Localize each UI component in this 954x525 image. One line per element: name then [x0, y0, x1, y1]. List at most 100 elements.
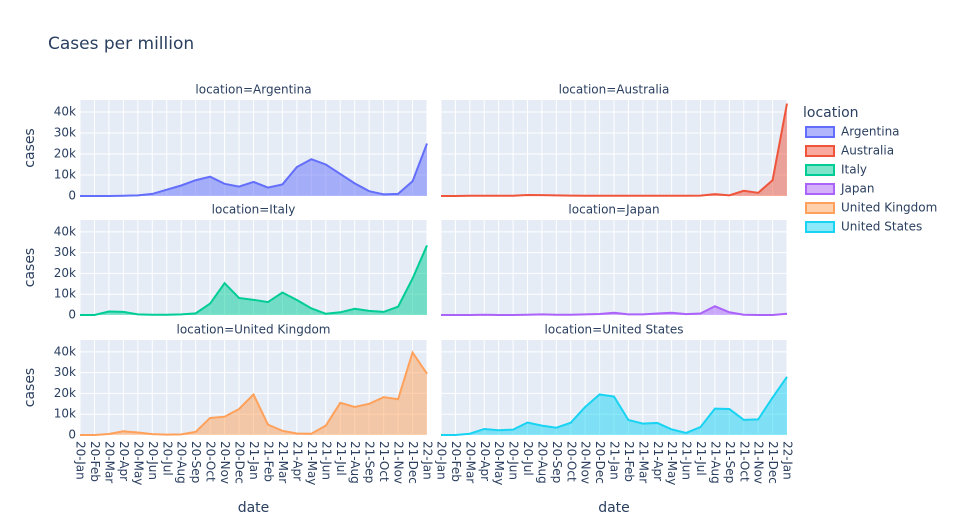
legend-label[interactable]: Italy	[841, 163, 867, 177]
y-tick-label: 10k	[54, 407, 76, 421]
area	[441, 376, 787, 435]
x-tick-label: 20-Sep	[189, 441, 203, 483]
y-tick-label: 0	[68, 428, 76, 442]
y-axis-label: cases	[22, 368, 38, 407]
x-axis-label: date	[238, 500, 270, 516]
x-tick-label: 21-Jul	[334, 441, 348, 476]
y-axis-label: cases	[22, 128, 38, 167]
x-tick-label: 21-Oct	[377, 441, 391, 482]
x-tick-label: 21-Nov	[392, 441, 406, 484]
area-line	[441, 376, 788, 436]
legend-swatch	[805, 202, 835, 214]
legend-label[interactable]: Japan	[840, 182, 874, 196]
x-tick-label: 20-Dec	[233, 441, 247, 484]
x-tick-label: 20-Mar	[102, 441, 116, 483]
x-tick-label: 21-Mar	[636, 441, 650, 483]
x-tick-label: 21-Dec	[406, 441, 420, 484]
facet-title: location=United States	[545, 323, 684, 337]
x-tick-label: 20-Apr	[478, 441, 492, 481]
y-axis-label: cases	[22, 248, 38, 287]
x-axis-label: date	[598, 500, 630, 516]
x-tick-label: 21-Aug	[348, 441, 362, 484]
legend-swatch	[805, 126, 835, 138]
y-tick-label: 30k	[54, 125, 76, 139]
x-tick-label: 20-Mar	[463, 441, 477, 483]
x-tick-label: 20-Sep	[550, 441, 564, 483]
x-tick-label: 21-Jan	[247, 441, 261, 480]
x-tick-label: 20-Oct	[564, 441, 578, 482]
x-tick-label: 20-Jul	[521, 441, 535, 476]
x-tick-label: 21-Jun	[680, 441, 694, 480]
x-tick-label: 21-Jul	[694, 441, 708, 476]
x-tick-label: 22-Jan	[781, 441, 795, 480]
y-tick-label: 40k	[54, 224, 76, 238]
facet-title: location=Japan	[568, 203, 659, 217]
legend-swatch	[805, 183, 835, 195]
x-tick-label: 21-Mar	[276, 441, 290, 483]
x-tick-label: 21-Feb	[622, 441, 636, 482]
x-tick-label: 21-Apr	[290, 441, 304, 481]
x-tick-label: 20-May	[492, 441, 506, 485]
x-tick-label: 21-Apr	[651, 441, 665, 481]
y-tick-label: 10k	[54, 287, 76, 301]
x-tick-label: 20-Jul	[160, 441, 174, 476]
y-tick-label: 30k	[54, 365, 76, 379]
legend-swatch	[805, 221, 835, 233]
legend-label[interactable]: Australia	[841, 144, 894, 158]
facet-title: location=Argentina	[195, 83, 311, 97]
facet-title: location=United Kingdom	[177, 323, 331, 337]
facet-title: location=Australia	[559, 83, 670, 97]
x-tick-label: 21-Aug	[708, 441, 722, 484]
x-tick-label: 21-May	[305, 441, 319, 485]
y-tick-label: 0	[68, 189, 76, 203]
x-tick-label: 20-May	[131, 441, 145, 485]
x-tick-label: 22-Jan	[421, 441, 435, 480]
y-tick-label: 0	[68, 308, 76, 322]
y-tick-label: 20k	[54, 146, 76, 160]
x-tick-label: 21-Nov	[752, 441, 766, 484]
chart-title: Cases per million	[48, 34, 194, 54]
x-tick-label: 20-Jan	[74, 441, 88, 480]
x-tick-label: 21-Jan	[608, 441, 622, 480]
facet-title: location=Italy	[212, 203, 296, 217]
x-tick-label: 20-Oct	[204, 441, 218, 482]
x-tick-label: 21-Dec	[766, 441, 780, 484]
x-tick-label: 20-Aug	[535, 441, 549, 484]
area	[80, 352, 427, 435]
legend-label[interactable]: United States	[841, 220, 922, 234]
y-tick-label: 40k	[54, 344, 76, 358]
y-tick-label: 20k	[54, 386, 76, 400]
x-tick-label: 20-Feb	[88, 441, 102, 482]
x-tick-label: 21-May	[665, 441, 679, 485]
x-tick-label: 20-Jun	[507, 441, 521, 480]
x-tick-label: 21-Oct	[737, 441, 751, 482]
area	[80, 143, 427, 196]
x-tick-label: 20-Jan	[435, 441, 449, 480]
area-line	[80, 143, 428, 197]
x-tick-label: 21-Feb	[261, 441, 275, 482]
x-tick-label: 20-Aug	[175, 441, 189, 484]
x-tick-label: 20-Nov	[218, 441, 232, 484]
x-tick-label: 20-Feb	[449, 441, 463, 482]
legend-swatch	[805, 145, 835, 157]
legend-label[interactable]: United Kingdom	[841, 201, 937, 215]
y-tick-label: 40k	[54, 104, 76, 118]
area-line	[80, 350, 428, 436]
x-tick-label: 20-Apr	[117, 441, 131, 481]
legend-swatch	[805, 164, 835, 176]
area-line	[441, 103, 788, 197]
x-tick-label: 20-Dec	[593, 441, 607, 484]
x-tick-label: 20-Jun	[146, 441, 160, 480]
legend-label[interactable]: Argentina	[841, 125, 900, 139]
y-tick-label: 30k	[54, 245, 76, 259]
y-tick-label: 20k	[54, 266, 76, 280]
x-tick-label: 21-Jun	[319, 441, 333, 480]
x-tick-label: 21-Sep	[363, 441, 377, 483]
area	[80, 245, 427, 315]
x-tick-label: 20-Nov	[579, 441, 593, 484]
area-line	[80, 244, 428, 316]
x-tick-label: 21-Sep	[723, 441, 737, 483]
legend-title: location	[803, 105, 859, 121]
